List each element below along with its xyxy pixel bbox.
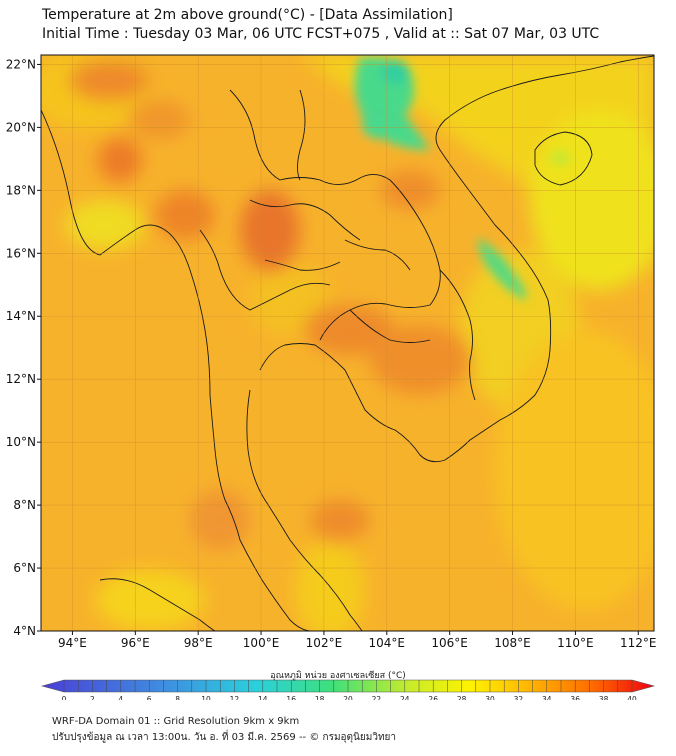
colorbar-label: 10 xyxy=(201,695,211,700)
lon-tick-label: 100°E xyxy=(243,636,280,650)
lat-tick-label: 12°N xyxy=(6,372,36,386)
lon-tick-label: 112°E xyxy=(620,636,657,650)
colorbar-label: 18 xyxy=(315,695,325,700)
colorbar-label: 26 xyxy=(428,695,438,700)
colorbar-label: 28 xyxy=(457,695,467,700)
colorbar-labels: 0 2 4 6 8 10 12 14 16 18 20 22 24 26 28 30 32 34 36 38 40 xyxy=(62,695,637,700)
lon-tick-label: 102°E xyxy=(306,636,343,650)
colorbar-label: 30 xyxy=(485,695,495,700)
lon-tick-label: 106°E xyxy=(431,636,468,650)
colorbar-label: 0 xyxy=(62,695,67,700)
lat-tick-label: 6°N xyxy=(13,561,36,575)
colorbar: 0 2 4 6 8 10 12 14 16 18 20 22 24 26 28 30 32 34 36 38 40 xyxy=(40,679,656,700)
chart-subtitle: Initial Time : Tuesday 03 Mar, 06 UTC FC… xyxy=(42,26,600,42)
colorbar-label: 22 xyxy=(372,695,382,700)
lat-tick-label: 20°N xyxy=(6,120,36,134)
colorbar-label: 2 xyxy=(90,695,95,700)
colorbar-label: 24 xyxy=(400,695,410,700)
lon-tick-label: 104°E xyxy=(369,636,406,650)
colorbar-ticks xyxy=(63,680,633,692)
footer-model-info: WRF-DA Domain 01 :: Grid Resolution 9km … xyxy=(52,716,300,727)
colorbar-label: 34 xyxy=(542,695,552,700)
lat-tick-label: 16°N xyxy=(6,246,36,260)
lon-tick-label: 110°E xyxy=(557,636,594,650)
colorbar-label: 12 xyxy=(230,695,240,700)
lat-tick-label: 14°N xyxy=(6,309,36,323)
colorbar-label: 38 xyxy=(599,695,609,700)
chart-title: Temperature at 2m above ground(°C) - [Da… xyxy=(42,7,453,23)
longitude-axis: 94°E 96°E 98°E 100°E 102°E 104°E 106°E 108°E 110… xyxy=(58,631,657,650)
lon-tick-label: 98°E xyxy=(184,636,213,650)
lat-tick-label: 18°N xyxy=(6,183,36,197)
colorbar-label: 20 xyxy=(343,695,353,700)
footer-update-info: ปรับปรุงข้อมูล ณ เวลา 13:00น. วัน อ. ที่… xyxy=(52,732,397,743)
lat-tick-label: 4°N xyxy=(13,624,36,638)
lat-tick-label: 22°N xyxy=(6,57,36,71)
colorbar-label: 14 xyxy=(258,695,268,700)
lat-tick-label: 10°N xyxy=(6,435,36,449)
latitude-axis: 22°N 20°N 18°N 16°N 14°N 12°N 10°N 8°N 6°N 4°N xyxy=(6,57,41,638)
colorbar-label: 8 xyxy=(175,695,180,700)
lon-tick-label: 108°E xyxy=(494,636,531,650)
colorbar-title: อุณหภูมิ หน่วย องศาเซลเซียส (°C) xyxy=(270,671,406,681)
colorbar-label: 16 xyxy=(286,695,296,700)
temperature-map: 22°N 20°N 18°N 16°N 14°N 12°N 10°N 8°N 6°N 4°N 94… xyxy=(6,54,657,700)
map-frame xyxy=(40,54,655,632)
colorbar-label: 4 xyxy=(118,695,123,700)
lon-tick-label: 94°E xyxy=(58,636,87,650)
colorbar-label: 36 xyxy=(570,695,580,700)
lon-tick-label: 96°E xyxy=(121,636,150,650)
lat-tick-label: 8°N xyxy=(13,498,36,512)
colorbar-label: 32 xyxy=(514,695,524,700)
colorbar-label: 6 xyxy=(147,695,152,700)
colorbar-label: 40 xyxy=(627,695,637,700)
temperature-field xyxy=(41,55,654,631)
